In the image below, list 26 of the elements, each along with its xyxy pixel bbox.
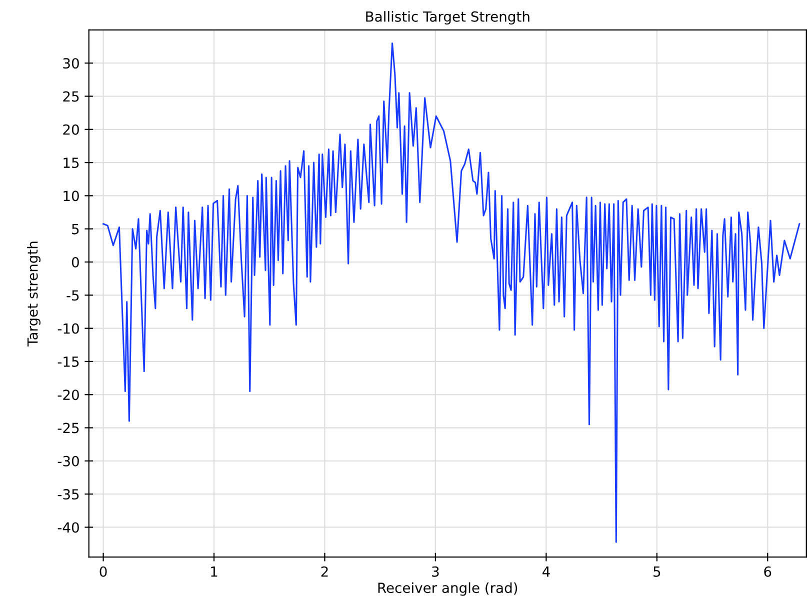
y-tick-label: 30 <box>63 58 79 69</box>
y-tick-label: -25 <box>58 422 79 434</box>
x-tick-label: 5 <box>654 566 660 577</box>
y-tick-label: -10 <box>58 323 79 334</box>
x-axis-title: Receiver angle (rad) <box>378 582 518 596</box>
y-tick-label: 0 <box>72 256 79 268</box>
x-tick-label: 1 <box>211 566 218 577</box>
y-tick-label: 15 <box>64 158 79 168</box>
y-tick-label: 25 <box>63 91 79 102</box>
x-tick-label: 3 <box>432 566 439 577</box>
x-tick-label: 6 <box>764 566 772 577</box>
x-tick-label: 0 <box>100 566 107 577</box>
line-series <box>102 42 800 543</box>
y-tick-label: 10 <box>64 190 79 202</box>
y-tick-label: -35 <box>58 489 79 500</box>
y-tick-label: -40 <box>58 522 79 533</box>
x-tick-label: 4 <box>542 566 550 577</box>
y-tick-label: -15 <box>58 356 79 367</box>
y-tick-label: -30 <box>58 456 79 466</box>
y-axis-title: Target strength <box>27 242 40 346</box>
chart-title: Ballistic Target Strength <box>366 11 530 25</box>
y-tick-label: 5 <box>72 224 79 234</box>
y-tick-label: -20 <box>58 390 79 400</box>
y-tick-label: -5 <box>66 290 79 301</box>
y-tick-label: 20 <box>63 124 79 135</box>
x-tick-label: 2 <box>321 566 328 577</box>
